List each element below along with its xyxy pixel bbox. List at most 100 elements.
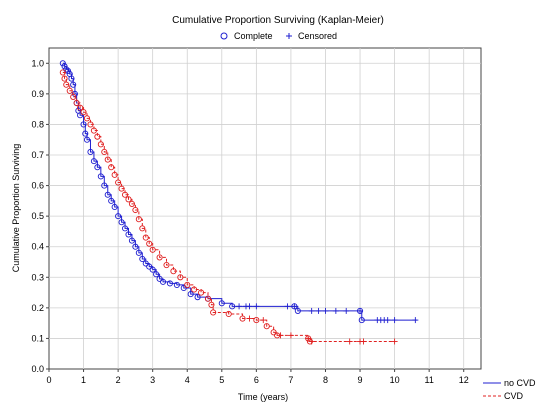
censored-marker [284,303,291,310]
y-tick-label: 0.2 [31,303,44,313]
complete-marker [294,307,301,314]
complete-marker [146,240,153,247]
y-tick-label: 0.9 [31,89,44,99]
complete-marker [128,237,135,244]
x-tick-label: 12 [459,375,469,385]
complete-marker [358,317,365,324]
marker-legend: Complete Censored [220,31,337,41]
complete-marker [132,243,139,250]
series-cvd [59,69,398,345]
x-tick-label: 5 [219,375,224,385]
complete-marker [208,301,215,308]
censored-marker [391,317,398,324]
series-layer [59,60,419,345]
x-tick-label: 10 [390,375,400,385]
complete-marker [77,104,84,111]
complete-marker [166,280,174,287]
censored-marker [360,338,367,345]
legend-censored-label: Censored [298,31,337,41]
y-tick-label: 0.5 [31,211,44,221]
complete-marker [149,266,156,273]
survival-line-cvd [62,71,395,342]
complete-marker [61,75,68,82]
complete-marker [135,216,142,223]
legend-complete-marker [220,32,228,40]
complete-marker [101,148,108,155]
complete-marker [118,185,125,192]
censored-marker [305,335,312,342]
complete-marker [263,323,270,330]
complete-marker [125,196,132,203]
complete-marker [156,275,163,282]
complete-marker [70,81,77,88]
plot-frame [48,47,482,370]
x-tick-label: 8 [323,375,328,385]
complete-marker [153,271,160,278]
complete-marker [184,281,191,288]
x-tick-label: 4 [185,375,190,385]
complete-marker [270,329,277,336]
y-tick-label: 0.6 [31,181,44,191]
censored-marker [236,303,243,310]
y-tick-label: 0.4 [31,242,44,252]
complete-marker [61,63,68,70]
complete-marker [225,310,232,318]
censored-marker [308,338,315,345]
complete-marker [170,268,177,275]
complete-marker [101,182,108,189]
censored-marker [246,315,253,322]
complete-marker [111,171,118,178]
complete-marker [70,93,77,100]
complete-marker [253,317,260,324]
complete-marker [94,164,101,171]
censored-marker [346,338,353,345]
x-axis-ticks: 0 1 2 3 4 5 6 7 8 9 10 11 12 [46,369,469,385]
complete-marker [146,263,153,270]
x-tick-label: 7 [288,375,293,385]
complete-marker [177,274,184,281]
complete-marker [104,191,111,198]
complete-marker [115,179,122,186]
complete-marker [204,295,212,302]
x-axis-label: Time (years) [238,392,288,402]
complete-marker [68,75,75,82]
complete-marker [63,66,70,73]
complete-marker [142,260,149,267]
complete-marker [128,200,135,207]
legend-censored-marker [286,33,292,39]
complete-marker [87,121,94,128]
censored-marker [332,307,339,314]
complete-marker [59,69,66,76]
censored-marker [291,303,298,310]
complete-marker [108,164,115,171]
gridlines [49,48,481,369]
legend-no-cvd-label: no CVD [504,378,536,388]
complete-marker [194,294,201,301]
y-tick-label: 0.7 [31,150,44,160]
censored-marker [412,317,419,324]
complete-marker [156,254,163,261]
censored-marker [308,307,315,314]
complete-marker [66,87,73,94]
y-tick-label: 0.1 [31,333,44,343]
complete-marker [198,289,205,296]
complete-marker [125,231,132,238]
censored-marker [322,307,329,314]
complete-marker [104,156,111,163]
complete-marker [142,234,149,241]
complete-marker [163,262,170,269]
complete-marker [149,246,156,253]
complete-marker [82,130,89,137]
censored-marker [246,303,253,310]
complete-marker [108,197,115,204]
censored-marker [315,307,322,314]
censored-marker [253,303,260,310]
complete-marker [187,291,194,298]
chart-title: Cumulative Proportion Surviving (Kaplan-… [172,15,384,26]
complete-marker [90,127,97,134]
x-tick-label: 11 [424,375,433,385]
complete-marker [191,286,198,293]
complete-marker [218,300,225,307]
x-tick-label: 6 [254,375,259,385]
